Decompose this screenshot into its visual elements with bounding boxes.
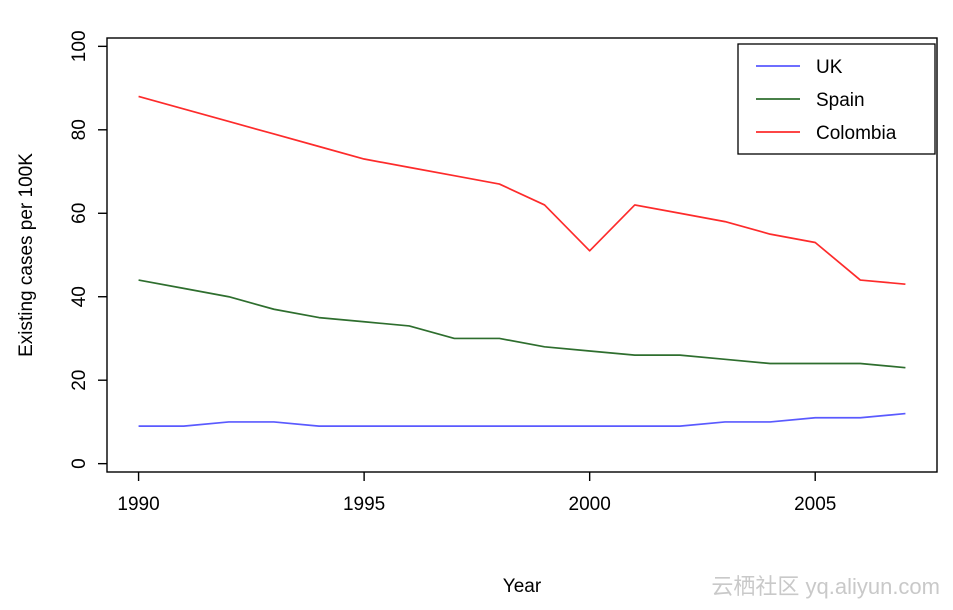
y-tick-label: 20 [69,370,90,391]
y-axis-label: Existing cases per 100K [16,153,37,357]
x-tick-label: 2005 [794,494,836,515]
x-tick-label: 1990 [117,494,159,515]
chart-series [138,95,906,427]
plot-border [106,37,938,473]
series-line-colombia [138,95,906,286]
legend-label-uk: UK [816,57,843,78]
y-tick-label: 40 [69,286,90,307]
y-tick-label: 80 [69,119,90,140]
y-tick-label: 60 [69,203,90,224]
legend: UK Spain Colombia [737,43,936,155]
y-axis-ticks: 0 20 40 60 80 100 [69,30,107,469]
x-tick-label: 2000 [569,494,611,515]
x-tick-label: 1995 [343,494,385,515]
y-tick-label: 100 [69,30,90,62]
series-line-spain [138,279,906,369]
series-line-uk [138,412,906,427]
y-tick-label: 0 [69,458,90,469]
legend-label-spain: Spain [816,90,865,111]
x-axis-label: Year [503,576,542,597]
watermark: 云栖社区 yq.aliyun.com [711,574,940,599]
x-axis-ticks: 1990 1995 2000 2005 [117,472,836,515]
legend-label-colombia: Colombia [816,123,897,144]
